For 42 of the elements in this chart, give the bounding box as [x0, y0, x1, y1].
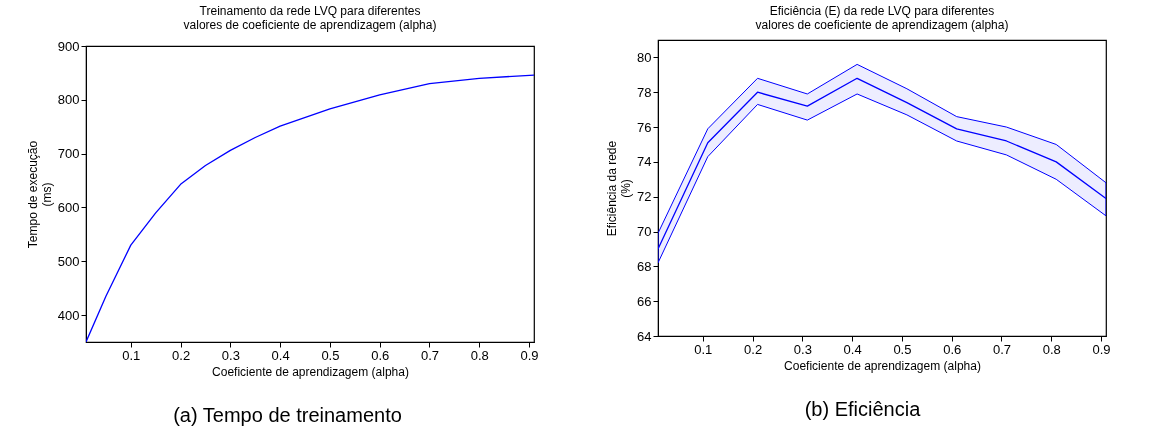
- chart-title: Treinamento da rede LVQ para diferentes valores de coeficiente de aprendizagem (alpha): [183, 4, 437, 32]
- y-tick-label: 900: [57, 38, 80, 54]
- y-tick-label: 76: [636, 119, 651, 135]
- y-tick-label: 800: [57, 92, 80, 108]
- x-tick-label: 0.9: [1091, 341, 1111, 357]
- y-tick-label: 70: [636, 224, 651, 240]
- y-tick-label: 78: [636, 84, 651, 100]
- x-tick-label: 0.4: [271, 347, 290, 363]
- x-tick-label: 0.5: [321, 347, 340, 363]
- x-tick-label: 0.6: [942, 341, 961, 357]
- x-tick-label: 0.3: [221, 347, 240, 363]
- y-tick-label: 64: [636, 328, 651, 344]
- x-tick-label: 0.9: [520, 347, 539, 363]
- y-tick-label: 66: [636, 293, 651, 309]
- text: (b) Eficiência: [804, 398, 921, 421]
- y-axis-title: Tempo de execução (ms): [25, 140, 54, 249]
- x-tick-label: 0.8: [1042, 341, 1061, 357]
- x-tick-label: 0.8: [470, 347, 489, 363]
- x-tick-label: 0.7: [420, 347, 440, 363]
- x-axis-title: Coeficiente de aprendizagem (alpha): [212, 364, 409, 379]
- x-tick-label: 0.2: [743, 341, 762, 357]
- x-tick-label: 0.6: [371, 347, 390, 363]
- x-tick-label: 0.2: [172, 347, 191, 363]
- x-tick-label: 0.3: [793, 341, 812, 357]
- x-tick-label: 0.1: [693, 341, 712, 357]
- y-tick-label: 74: [636, 154, 651, 170]
- x-axis-title: Coeficiente de aprendizagem (alpha): [783, 358, 981, 373]
- y-tick-label: 68: [636, 258, 651, 274]
- y-tick-label: 600: [57, 199, 80, 215]
- x-tick-label: 0.7: [992, 341, 1011, 357]
- chart-title: Eficiência (E) da rede LVQ para diferentes valores de coeficiente de aprendizagem (alpha): [755, 4, 1008, 32]
- y-tick-label: 500: [57, 253, 80, 269]
- y-tick-label: 700: [57, 146, 80, 162]
- x-tick-label: 0.5: [892, 341, 911, 357]
- line-series: [86, 74, 534, 342]
- text: (a) Tempo de treinamento: [173, 404, 402, 427]
- y-axis-title: Eficiência da rede (%): [604, 140, 633, 237]
- y-tick-label: 400: [57, 307, 80, 323]
- y-tick-label: 72: [636, 189, 651, 205]
- x-tick-label: 0.4: [843, 341, 862, 357]
- x-tick-label: 0.1: [122, 347, 141, 363]
- y-tick-label: 80: [636, 49, 651, 65]
